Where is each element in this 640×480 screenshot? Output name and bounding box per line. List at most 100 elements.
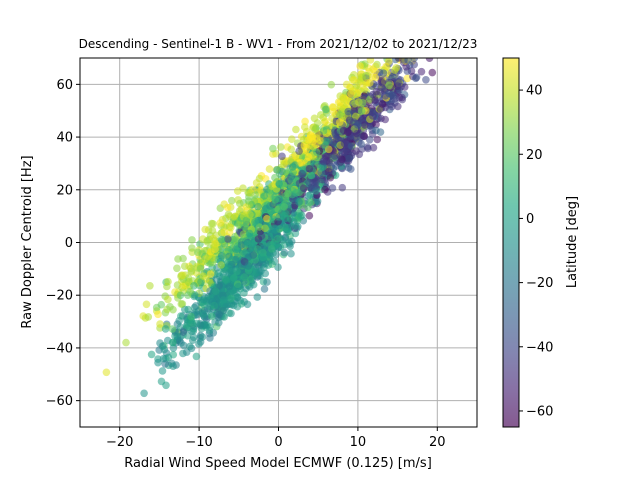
scatter-point xyxy=(322,105,330,114)
scatter-point xyxy=(266,202,274,210)
scatter-point xyxy=(237,241,246,249)
y-axis-label: Raw Doppler Centroid [Hz] xyxy=(20,155,35,328)
scatter-point xyxy=(240,273,249,281)
y-tick-label: 40 xyxy=(56,131,73,146)
scatter-point xyxy=(345,116,354,125)
scatter-point xyxy=(215,318,223,327)
scatter-point xyxy=(379,69,388,77)
scatter-point xyxy=(192,352,201,361)
scatter-point xyxy=(428,68,437,77)
scatter-point xyxy=(154,310,162,319)
scatter-point xyxy=(354,121,362,129)
scatter-point xyxy=(225,268,233,277)
scatter-point xyxy=(200,306,209,315)
scatter-point xyxy=(389,91,397,100)
scatter-point xyxy=(169,362,177,371)
scatter-point xyxy=(242,284,250,293)
scatter-point xyxy=(404,58,412,64)
scatter-point xyxy=(347,165,355,173)
scatter-point xyxy=(222,275,231,284)
scatter-point xyxy=(288,135,296,143)
scatter-point xyxy=(239,184,247,192)
scatter-point xyxy=(388,102,396,111)
scatter-point xyxy=(161,325,170,333)
scatter-point xyxy=(358,99,367,107)
scatter-point xyxy=(200,312,208,320)
scatter-point xyxy=(179,328,188,336)
scatter-point xyxy=(304,153,313,161)
scatter-point xyxy=(184,291,192,300)
scatter-point xyxy=(378,100,387,108)
scatter-point xyxy=(261,259,270,268)
scatter-point xyxy=(336,158,345,166)
scatter-point xyxy=(313,197,322,206)
scatter-point xyxy=(302,127,311,136)
scatter-point xyxy=(340,139,349,148)
scatter-point xyxy=(176,291,185,300)
scatter-point xyxy=(217,261,225,269)
scatter-point xyxy=(295,198,303,206)
scatter-point xyxy=(169,338,177,347)
scatter-point xyxy=(245,188,253,197)
scatter-point xyxy=(180,341,188,350)
scatter-point xyxy=(317,111,325,119)
scatter-point xyxy=(322,152,330,161)
scatter-point xyxy=(327,80,336,89)
scatter-point xyxy=(296,213,305,221)
scatter-point xyxy=(266,251,274,259)
scatter-point xyxy=(312,148,321,156)
scatter-point xyxy=(357,107,366,115)
scatter-point xyxy=(278,152,286,161)
scatter-point xyxy=(164,277,172,286)
chart-title: Descending - Sentinel-1 B - WV1 - From 2… xyxy=(79,37,478,51)
scatter-point xyxy=(205,326,214,335)
scatter-point xyxy=(366,58,375,64)
scatter-point xyxy=(298,169,306,178)
y-axis-ticks: −60 −40 −20 0 20 40 60 xyxy=(46,78,80,409)
data-points xyxy=(102,58,437,398)
y-tick-label: −60 xyxy=(46,394,73,409)
scatter-point xyxy=(362,72,370,80)
scatter-point xyxy=(287,145,296,154)
scatter-point xyxy=(330,152,339,160)
colorbar-tick-label: 20 xyxy=(526,148,543,163)
scatter-point xyxy=(201,225,209,234)
scatter-point xyxy=(391,66,399,74)
scatter-point xyxy=(277,143,285,151)
scatter-point xyxy=(385,58,393,66)
scatter-point xyxy=(321,185,329,194)
x-axis-ticks: −20 −10 0 10 20 xyxy=(106,427,446,450)
scatter-point xyxy=(269,150,277,158)
scatter-point xyxy=(292,125,300,134)
scatter-point xyxy=(364,144,372,153)
scatter-point xyxy=(254,202,262,211)
scatter-point xyxy=(313,119,322,127)
scatter-point xyxy=(305,178,314,187)
scatter-point xyxy=(225,282,234,291)
y-tick-label: −20 xyxy=(46,289,73,304)
scatter-point xyxy=(280,203,289,211)
scatter-point xyxy=(257,267,265,275)
scatter-point xyxy=(246,211,254,219)
scatter-point xyxy=(275,213,283,221)
scatter-point xyxy=(281,223,289,232)
scatter-point xyxy=(187,264,195,273)
x-tick-label: 10 xyxy=(350,435,367,450)
scatter-point xyxy=(147,350,156,359)
scatter-point xyxy=(280,160,288,169)
scatter-point xyxy=(267,245,276,253)
scatter-point xyxy=(236,199,244,208)
scatter-point xyxy=(255,223,264,231)
scatter-point xyxy=(214,269,222,278)
scatter-point xyxy=(410,58,419,62)
scatter-point xyxy=(168,325,177,333)
scatter-point xyxy=(353,129,361,138)
scatter-point xyxy=(304,203,312,212)
scatter-point xyxy=(206,270,215,278)
scatter-point xyxy=(196,264,205,273)
scatter-point xyxy=(234,282,243,291)
scatter-point xyxy=(291,222,300,230)
scatter-point xyxy=(352,112,360,121)
scatter-point xyxy=(318,175,327,184)
scatter-point xyxy=(227,223,235,232)
